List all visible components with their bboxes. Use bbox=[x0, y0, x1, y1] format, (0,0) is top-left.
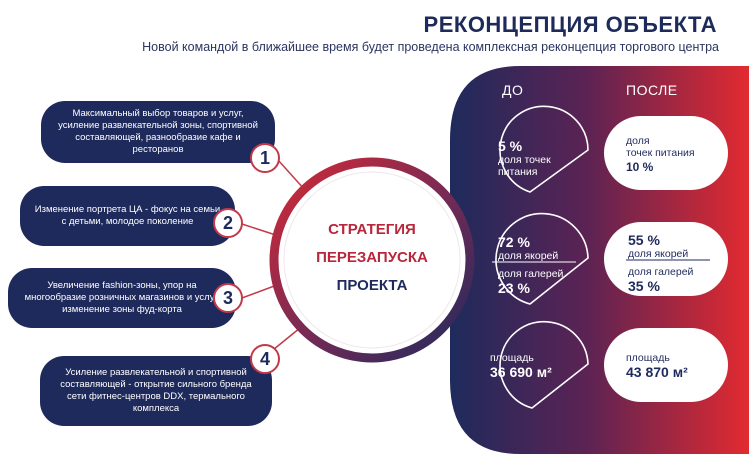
after-area-label: площадь bbox=[626, 352, 670, 364]
before-area-block: площадь 36 690 м² bbox=[490, 352, 590, 380]
strategy-item-4-text: Усиление развлекательной и спортивной со… bbox=[60, 367, 252, 414]
before-food-value: 5 % bbox=[498, 138, 523, 154]
before-anchor-label: доля якорей bbox=[498, 250, 559, 262]
center-line-1: СТРАТЕГИЯ bbox=[328, 221, 416, 238]
center-line-2: ПЕРЕЗАПУСКА bbox=[316, 249, 428, 266]
strategy-item-3-text: Увеличение fashion-зоны, упор на многооб… bbox=[24, 280, 220, 315]
after-share-block: 55 % доля якорей доля галерей 35 % bbox=[628, 232, 728, 294]
after-anchor-label: доля якорей bbox=[628, 248, 689, 260]
number-badge-3: 3 bbox=[213, 283, 243, 313]
after-box-area bbox=[604, 328, 728, 402]
strategy-item-1: Максимальный выбор товаров и услуг, усил… bbox=[41, 101, 275, 163]
after-box-share bbox=[604, 222, 728, 296]
strategy-item-3: Увеличение fashion-зоны, упор на многооб… bbox=[8, 268, 236, 328]
strategy-item-4: Усиление развлекательной и спортивной со… bbox=[40, 356, 272, 426]
before-header: ДО bbox=[502, 82, 524, 98]
strategy-item-1-text: Максимальный выбор товаров и услуг, усил… bbox=[58, 108, 258, 155]
strategy-center-title: СТРАТЕГИЯ ПЕРЕЗАПУСКА ПРОЕКТА bbox=[290, 216, 454, 300]
before-gallery-value: 23 % bbox=[498, 280, 530, 296]
before-area-value: 36 690 м² bbox=[490, 364, 552, 380]
strategy-item-2: Изменение портрета ЦА - фокус на семьи с… bbox=[20, 186, 235, 246]
before-food-label: доля точек питания bbox=[498, 154, 551, 178]
before-gallery-label: доля галерей bbox=[498, 268, 564, 280]
before-anchor-value: 72 % bbox=[498, 234, 530, 250]
after-gallery-label: доля галерей bbox=[628, 266, 694, 278]
page-subtitle: Новой командой в ближайшее время будет п… bbox=[142, 40, 719, 54]
before-area-label: площадь bbox=[490, 352, 534, 364]
after-area-value: 43 870 м² bbox=[626, 364, 688, 380]
before-food-block: 5 % доля точек питания bbox=[498, 138, 578, 178]
after-food-label-1: доля bbox=[626, 135, 650, 147]
before-bubble-area bbox=[499, 320, 589, 409]
after-anchor-value: 55 % bbox=[628, 232, 660, 248]
number-badge-4: 4 bbox=[250, 344, 280, 374]
after-gallery-value: 35 % bbox=[628, 278, 660, 294]
page-title: РЕКОНЦЕПЦИЯ ОБЪЕКТА bbox=[423, 12, 717, 37]
center-line-3: ПРОЕКТА bbox=[336, 277, 408, 294]
strategy-item-2-text: Изменение портрета ЦА - фокус на семьи с… bbox=[34, 204, 221, 227]
number-badge-1: 1 bbox=[250, 143, 280, 173]
after-food-block: доля точек питания 10 % bbox=[626, 135, 726, 175]
before-bubble-food bbox=[499, 105, 589, 193]
number-badge-2: 2 bbox=[213, 208, 243, 238]
before-bubble-share bbox=[495, 212, 589, 305]
after-food-value: 10 % bbox=[626, 160, 654, 174]
after-food-label-2: точек питания bbox=[626, 147, 695, 159]
after-header: ПОСЛЕ bbox=[626, 82, 678, 98]
after-area-block: площадь 43 870 м² bbox=[626, 352, 726, 380]
before-share-block: 72 % доля якорей доля галерей 23 % bbox=[498, 234, 578, 296]
after-box-food bbox=[604, 116, 728, 190]
